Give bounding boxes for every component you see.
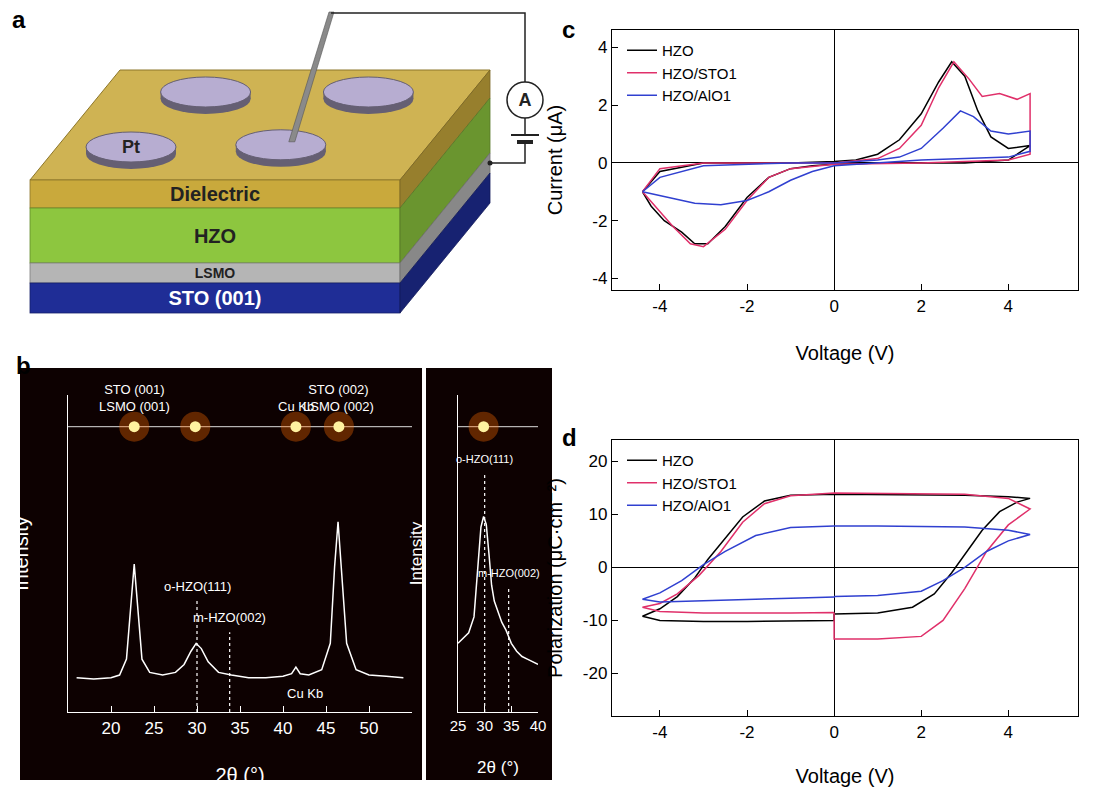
- svg-text:2: 2: [916, 723, 925, 742]
- svg-text:4: 4: [598, 38, 607, 57]
- svg-text:-2: -2: [592, 212, 607, 231]
- svg-text:50: 50: [360, 719, 379, 738]
- svg-text:b: b: [16, 352, 31, 379]
- svg-text:25: 25: [145, 719, 164, 738]
- svg-text:-20: -20: [583, 664, 608, 683]
- svg-text:m-HZO(002): m-HZO(002): [193, 610, 266, 625]
- svg-text:4: 4: [1004, 297, 1013, 316]
- svg-text:HZO: HZO: [194, 225, 236, 247]
- svg-text:HZO: HZO: [662, 42, 694, 59]
- svg-text:STO (001)LSMO (001): STO (001)LSMO (001): [99, 382, 170, 414]
- svg-text:-4: -4: [652, 723, 667, 742]
- svg-text:m-HZO(002): m-HZO(002): [478, 567, 540, 579]
- svg-text:2: 2: [916, 297, 925, 316]
- svg-text:Intensity: Intensity: [10, 516, 32, 590]
- svg-text:Cu Kb: Cu Kb: [278, 399, 314, 414]
- svg-text:Voltage (V): Voltage (V): [796, 765, 895, 787]
- svg-text:30: 30: [476, 717, 493, 734]
- svg-text:o-HZO(111): o-HZO(111): [164, 579, 231, 594]
- svg-text:a: a: [12, 6, 26, 33]
- svg-text:10: 10: [588, 505, 607, 524]
- svg-text:Voltage (V): Voltage (V): [796, 342, 895, 364]
- svg-text:2θ (°): 2θ (°): [215, 764, 264, 786]
- svg-text:Polarization (μC·cm⁻²): Polarization (μC·cm⁻²): [544, 478, 566, 678]
- svg-text:-4: -4: [652, 297, 667, 316]
- svg-text:A: A: [519, 90, 532, 110]
- svg-text:25: 25: [450, 717, 467, 734]
- svg-text:4: 4: [1004, 723, 1013, 742]
- svg-text:35: 35: [503, 717, 520, 734]
- svg-text:-2: -2: [739, 723, 754, 742]
- svg-text:STO (002)LSMO (002): STO (002)LSMO (002): [303, 382, 374, 414]
- svg-text:0: 0: [829, 297, 838, 316]
- svg-text:-4: -4: [592, 269, 607, 288]
- svg-text:Pt: Pt: [122, 137, 140, 157]
- svg-text:0: 0: [598, 558, 607, 577]
- svg-text:STO (001): STO (001): [169, 287, 262, 309]
- svg-text:-2: -2: [739, 297, 754, 316]
- svg-text:30: 30: [188, 719, 207, 738]
- svg-text:HZO: HZO: [662, 452, 694, 469]
- svg-text:o-HZO(111): o-HZO(111): [456, 453, 513, 465]
- svg-text:2θ (°): 2θ (°): [477, 758, 519, 777]
- svg-text:40: 40: [530, 717, 547, 734]
- svg-text:-10: -10: [583, 611, 608, 630]
- svg-text:LSMO: LSMO: [195, 265, 236, 281]
- svg-text:HZO/STO1: HZO/STO1: [662, 65, 737, 82]
- svg-text:c: c: [562, 16, 575, 43]
- svg-text:HZO/AlO1: HZO/AlO1: [662, 87, 731, 104]
- svg-text:2: 2: [598, 96, 607, 115]
- svg-text:Intensity: Intensity: [407, 521, 426, 585]
- svg-text:45: 45: [317, 719, 336, 738]
- svg-text:20: 20: [588, 452, 607, 471]
- svg-text:35: 35: [231, 719, 250, 738]
- svg-text:0: 0: [598, 154, 607, 173]
- svg-text:Current (μA): Current (μA): [544, 105, 566, 215]
- svg-text:20: 20: [102, 719, 121, 738]
- svg-text:HZO/STO1: HZO/STO1: [662, 475, 737, 492]
- svg-text:Cu Kb: Cu Kb: [287, 686, 323, 701]
- svg-text:40: 40: [274, 719, 293, 738]
- svg-text:0: 0: [829, 723, 838, 742]
- svg-text:d: d: [562, 424, 577, 451]
- svg-text:HZO/AlO1: HZO/AlO1: [662, 497, 731, 514]
- svg-text:Dielectric: Dielectric: [170, 183, 260, 205]
